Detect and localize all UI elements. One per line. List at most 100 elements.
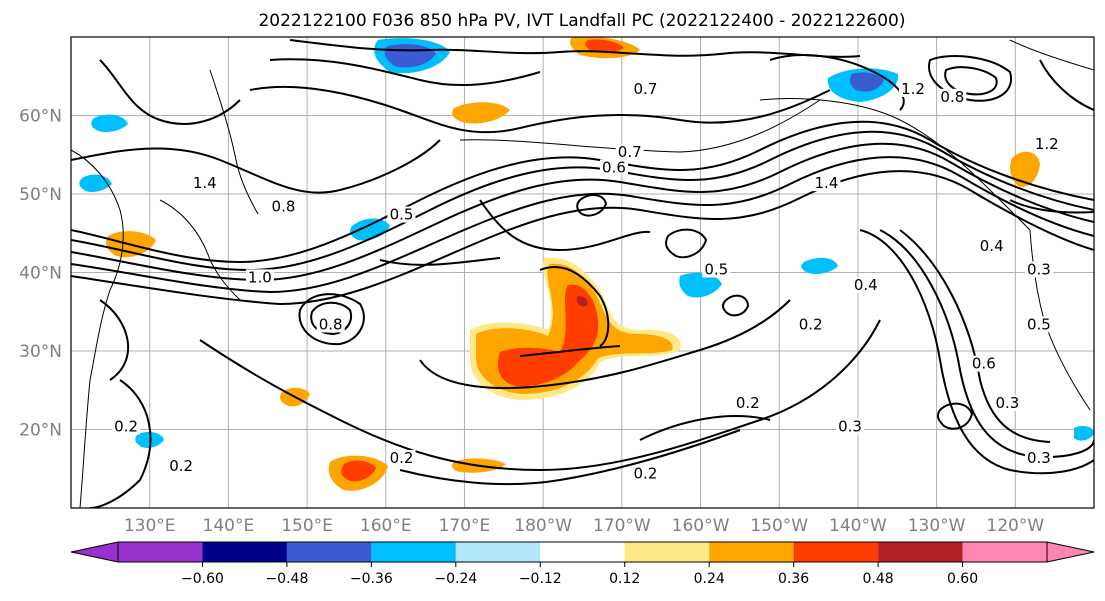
contour-label-bg [796,316,825,333]
contour-label-bg [836,418,865,435]
contour-label: 0.2 [114,418,138,436]
colorbar-extend-high [1046,541,1095,563]
colorbar-segment [962,542,1047,562]
contour-label: 0.4 [854,276,878,294]
contour-line [639,415,771,441]
contour-label: 0.7 [634,80,658,98]
lat-tick-label: 60°N [19,107,62,127]
colorbar-tick-label: −0.24 [434,571,477,587]
contour-label-bg [938,88,967,105]
contour-line [479,199,651,252]
negative-anomaly-nw-1 [91,114,128,132]
colorbar-tick-label: −0.12 [519,571,562,587]
longitude-axis: 130°E 140°E 150°E 160°E 170°E 180°W 170°W 160°W… [124,516,1045,536]
contour-label: 0.7 [618,143,642,161]
lon-tick-label: 180°W [514,516,572,536]
colorbar-tick-label: −0.48 [265,571,308,587]
contour-label: 1.2 [901,80,925,98]
coastlines [71,39,1094,508]
coastline-kamchatka [209,69,259,215]
contour-line [859,229,1094,475]
contour-label-bg [851,277,880,294]
contour-label-bg [167,457,196,474]
positive-anomaly-south-1-core [341,460,376,482]
contour-label: 0.2 [169,457,193,475]
contour-label: 1.4 [193,174,217,192]
contour-label-bg [190,175,219,192]
contour-label-bg [1024,316,1053,333]
colorbar-segment [371,542,456,562]
contour-label-bg [599,159,628,176]
contour-line [665,228,708,259]
contour-label-bg [245,269,274,286]
contour-label: 1.2 [1035,135,1059,153]
contour-line [399,429,741,486]
contour-label: 0.3 [838,418,862,436]
contour-label: 0.2 [799,315,823,333]
colorbar-tick-label: 0.12 [609,571,640,587]
colorbar-tick-label: −0.60 [181,571,224,587]
contour-line [89,379,152,508]
contour-line [928,55,1013,102]
lon-tick-label: 150°E [281,516,333,536]
map-panel [70,36,1095,509]
contour-line [419,299,791,390]
contour-label: 0.8 [272,198,296,216]
contour-line [310,301,352,336]
colorbar-segment [878,542,963,562]
lon-tick-label: 120°W [986,516,1044,536]
contour-line [379,257,501,266]
contour-label-bg [631,465,660,482]
contour-line [71,156,1094,294]
lon-tick-label: 140°W [829,516,887,536]
lon-tick-label: 150°W [750,516,808,536]
negative-anomaly-mid-2 [801,257,838,274]
contour-label: 0.5 [390,206,414,224]
contour-line [71,170,1094,306]
contour-label-bg [1024,449,1053,466]
colorbar-extend-low [70,541,119,563]
contour-line [99,299,129,381]
coastline-asia [71,149,124,508]
contour-line [249,85,831,134]
contour-line [199,319,881,472]
contour-label: 0.6 [602,158,626,176]
lon-tick-label: 140°E [203,516,255,536]
contour-line [539,266,610,347]
contour-label: 0.2 [390,449,414,467]
contour-line [1009,199,1094,214]
contour-label-bg [1024,261,1053,278]
contour-label-bg [112,418,141,435]
contour-label-bg [977,237,1006,254]
lat-tick-label: 30°N [19,342,62,362]
coastline-alaska [759,98,1031,231]
contour-label-bg [316,316,345,333]
contour-line [298,293,365,346]
negative-anomaly-gulf-alaska-core [849,72,884,92]
colorbar-frame [117,541,1048,563]
colorbar-segment [540,542,625,562]
contour-label: 1.4 [815,174,839,192]
contour-label: 0.3 [1027,449,1051,467]
contour-label: 0.2 [634,465,658,483]
contour-label: 0.6 [972,355,996,373]
contour-label-bg [631,80,660,97]
coastline-canada [1009,39,1094,71]
latitude-axis: 20°N 30°N 40°N 50°N 60°N [19,107,62,441]
colorbar-tick-label: 0.60 [947,571,978,587]
contour-label-bg [993,394,1022,411]
map-frame [70,36,1095,509]
colorbar: −0.60 −0.48 −0.36 −0.24 −0.12 0.12 0.24 0.36 0.4… [70,541,1095,587]
lon-tick-label: 160°W [672,516,730,536]
contour-label: 0.5 [1027,315,1051,333]
contour-label-bg [1032,135,1061,152]
contour-line [289,39,861,58]
negative-anomaly-se [1074,426,1094,441]
contour-label-bg [812,175,841,192]
contour-label: 0.3 [1027,261,1051,279]
contour-label-bg [733,394,762,411]
contour-line [71,139,441,194]
contour-label: 0.3 [996,394,1020,412]
